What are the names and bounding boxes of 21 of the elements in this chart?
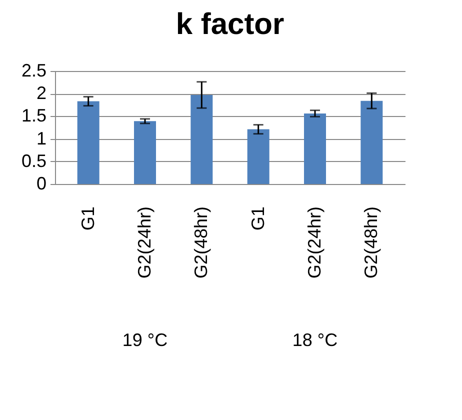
x-tick-label: G2(24hr) xyxy=(134,206,154,279)
bar xyxy=(247,129,270,184)
text: 19 °C xyxy=(122,330,168,350)
x-tick-label: G1 xyxy=(248,206,268,231)
chart-title: k factor xyxy=(176,8,285,41)
x-tick-label: G2(48hr) xyxy=(361,206,382,279)
y-tick-label: 0 xyxy=(36,174,46,194)
x-tick-label: G1 xyxy=(78,206,98,231)
y-tick-label: 1.5 xyxy=(21,106,46,126)
y-tick-label: 1 xyxy=(36,128,46,148)
x-tick-label: G2(48hr) xyxy=(191,206,212,279)
bar xyxy=(304,113,326,184)
bar xyxy=(77,101,100,184)
bar xyxy=(134,121,156,184)
x-tick-label: G2(24hr) xyxy=(304,206,324,279)
bar xyxy=(360,100,383,184)
bar xyxy=(190,94,213,184)
text: 18 °C xyxy=(292,330,338,350)
y-tick-label: 2 xyxy=(36,83,46,104)
y-tick-label: 2.5 xyxy=(21,60,46,80)
y-tick-label: 0.5 xyxy=(21,150,46,171)
